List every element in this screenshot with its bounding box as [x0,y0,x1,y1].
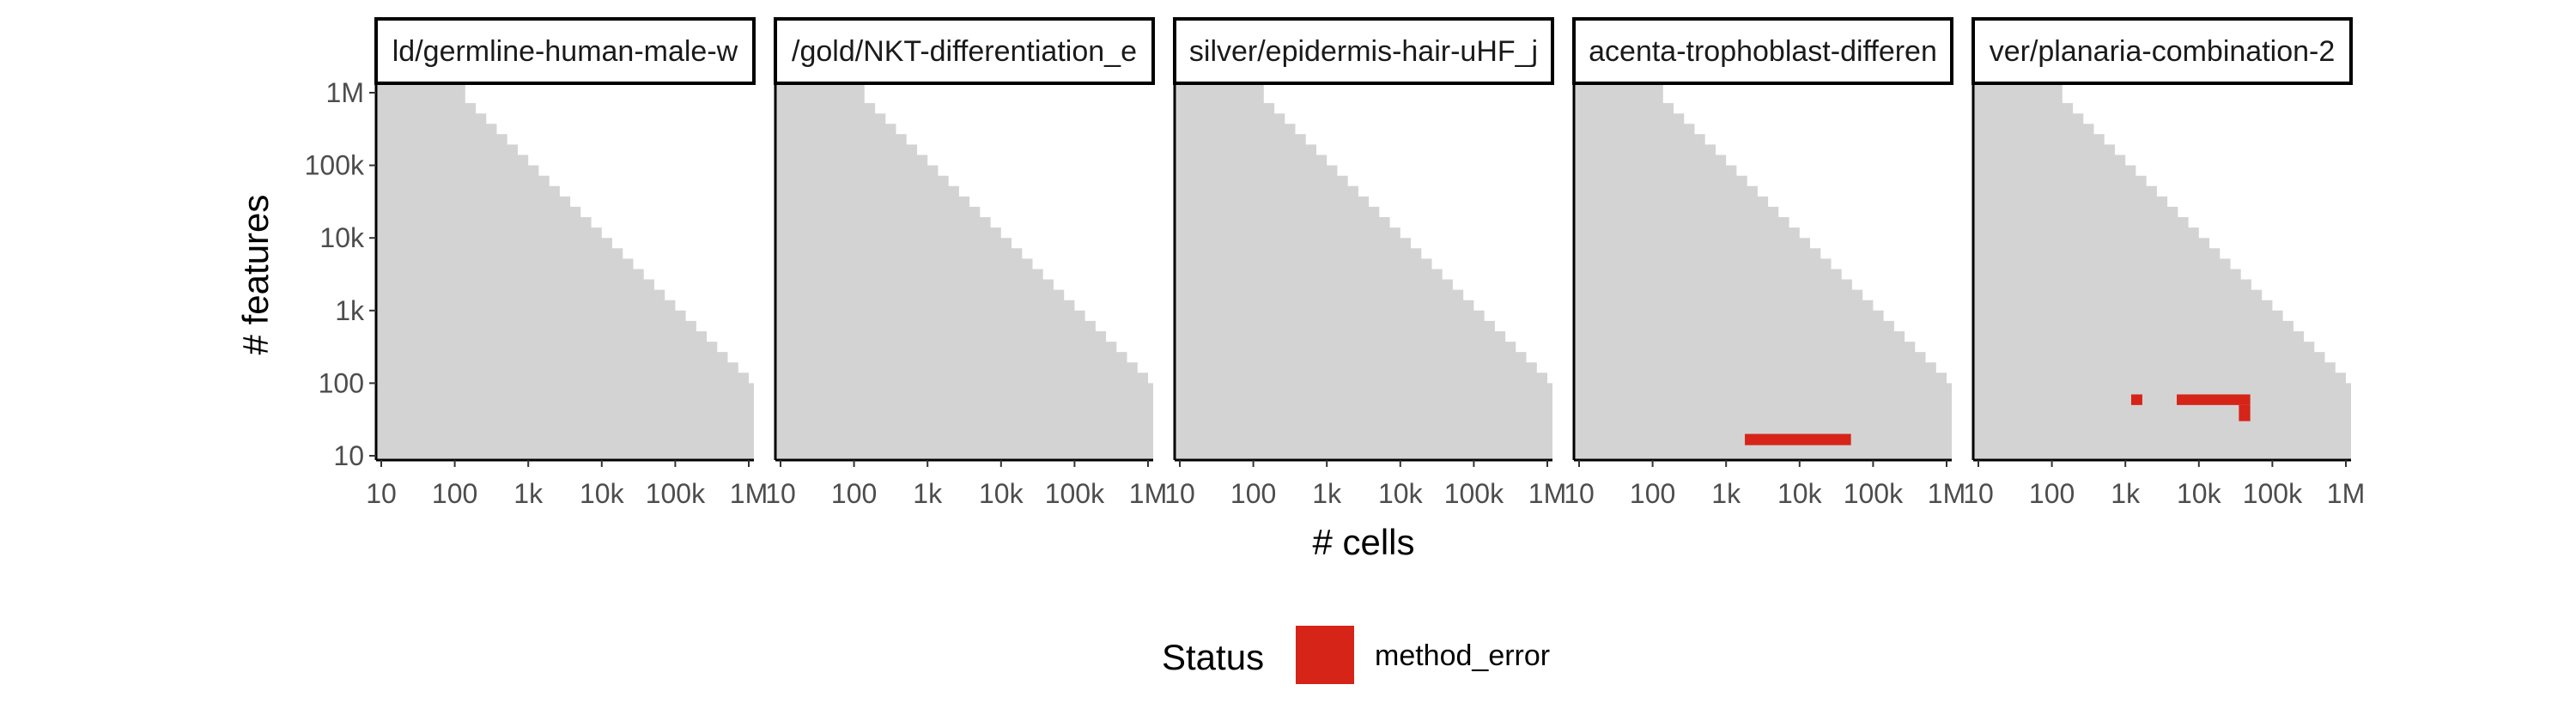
x-tick-label: 10k [580,478,625,509]
panel-body [1175,83,1552,460]
feasible-region [1574,83,1952,460]
panel-body [1973,83,2351,460]
facet-panels: 10 100 1k 10k 100k 1M101001k10k100k1Mld/germl… [305,17,2365,509]
x-tick-label: 100 [831,478,877,509]
facet-panel: 10 100 1k 10k 100k 1M acenta-trophoblast-diffe… [1564,17,1965,509]
x-tick-label: 1M [2327,478,2365,509]
facet-panel: 10 100 1k 10k 100k 1M/gold/NKT-differentiatio… [765,17,1167,509]
facet-strip-background [1574,19,1952,83]
x-tick-label: 1k [1312,478,1342,509]
feasible-region [376,83,754,460]
facet-strip-border [1971,17,2353,85]
legend: Status method_error [1162,626,1550,684]
x-tick-label: 100k [1045,478,1105,509]
x-tick-label: 10 [1164,478,1195,509]
x-tick-label: 1k [1711,478,1741,509]
facet-strip-label: ld/germline-human-male-w [392,35,738,68]
x-tick-label: 100 [432,478,477,509]
x-tick-label: 10 [1963,478,1994,509]
x-axis-title: # cells [1312,522,1414,562]
feasible-region [1175,83,1552,460]
method-error-tile [2130,394,2142,405]
facet-strip-border [1173,17,1554,85]
y-tick-label: 1k [335,295,365,326]
x-tick-label: 100 [1230,478,1276,509]
x-tick-label: 1M [1129,478,1167,509]
y-tick-label: 10 [333,440,364,471]
feasible-region [1973,83,2351,460]
x-tick-label: 10 [366,478,397,509]
facet-strip-background [1175,19,1552,83]
method-error-tile [1745,433,1851,445]
x-tick-label: 1M [1528,478,1566,509]
facet-strip-label: silver/epidermis-hair-uHF_j [1189,35,1538,68]
feasible-region [775,83,1153,460]
facet-strip-label: ver/planaria-combination-2 [1990,35,2336,68]
facet-strip-border [374,17,756,85]
facet-strip-background [775,19,1153,83]
x-tick-label: 1M [730,478,768,509]
panel-body [775,83,1153,460]
x-tick-label: 100k [2243,478,2303,509]
y-tick-label: 10k [319,222,365,253]
facet-panel: 10 100 1k 10k 100k 1M silver/epidermis-hair-uH… [1164,17,1566,509]
legend-label-method-error: method_error [1375,639,1550,672]
method-error-tile [2177,394,2251,405]
x-tick-label: 100 [1630,478,1675,509]
x-tick-label: 1k [513,478,544,509]
facet-strip-label: acenta-trophoblast-differen [1589,35,1937,68]
x-tick-label: 10k [2177,478,2222,509]
x-tick-label: 1k [2111,478,2141,509]
y-tick-label: 1M [326,77,364,108]
x-tick-label: 100k [646,478,706,509]
facet-panel: 10 100 1k 10k 100k 1M 10 100 1k 10k 100k 1M ld/germl… [305,17,768,509]
facet-strip-border [1572,17,1953,85]
x-tick-label: 10k [1378,478,1424,509]
panel-body [1574,83,1952,460]
facet-strip-border [774,17,1155,85]
y-tick-label: 100 [319,367,364,398]
facet-strip-background [1973,19,2351,83]
legend-key-method-error [1296,626,1354,684]
method-error-tile [2239,404,2251,421]
x-tick-label: 1M [1928,478,1965,509]
y-tick-label: 100k [305,150,365,181]
x-tick-label: 10 [1564,478,1595,509]
x-tick-label: 100k [1844,478,1904,509]
x-tick-label: 100k [1444,478,1504,509]
x-tick-label: 10 [765,478,796,509]
x-tick-label: 10k [1777,478,1823,509]
facet-panel: 10 100 1k 10k 100k 1M ver/planaria-combination… [1963,17,2365,509]
x-tick-label: 10k [979,478,1024,509]
legend-title: Status [1162,637,1264,677]
x-tick-label: 100 [2029,478,2075,509]
y-axis-title: # features [235,195,276,355]
facet-strip-background [376,19,754,83]
panel-body [376,83,754,460]
x-tick-label: 1k [913,478,943,509]
facet-strip-label: /gold/NKT-differentiation_e [792,35,1137,68]
